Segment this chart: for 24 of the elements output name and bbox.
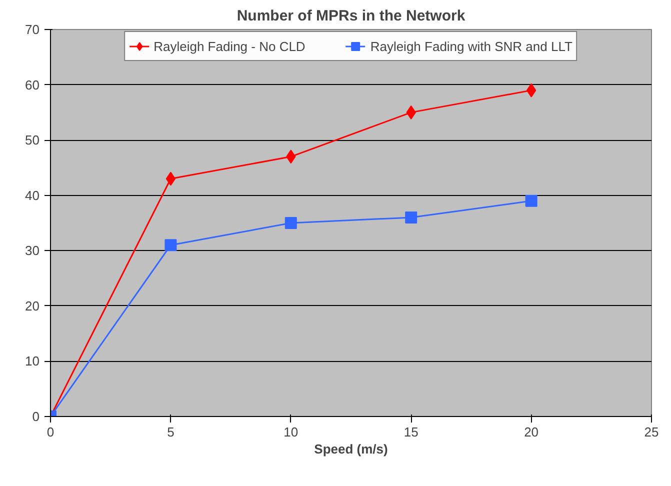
point xyxy=(405,211,418,224)
point xyxy=(284,217,297,229)
chart-title: Number of MPRs in the Network xyxy=(236,8,466,24)
legend-label: Rayleigh Fading - No CLD xyxy=(154,38,306,54)
y-tick-label: 40 xyxy=(25,188,40,203)
x-tick-label: 0 xyxy=(46,424,54,440)
y-tick-label: 60 xyxy=(25,77,40,92)
y-tick-label: 0 xyxy=(32,409,40,424)
x-tick-label: 25 xyxy=(644,424,659,440)
y-tick-label: 50 xyxy=(25,132,40,148)
x-tick-label: 5 xyxy=(167,424,174,440)
x-axis-title: Speed (m/s) xyxy=(314,442,388,456)
x-tick-label: 10 xyxy=(284,424,298,440)
point xyxy=(525,194,538,207)
x-tick-label: 15 xyxy=(404,424,418,440)
x-tick-label: 20 xyxy=(524,424,539,440)
legend-label: Rayleigh Fading with SNR and LLT xyxy=(370,38,572,54)
point xyxy=(166,172,176,186)
y-tick-label: 30 xyxy=(25,243,40,258)
y-tick-label: 10 xyxy=(25,354,40,369)
point xyxy=(164,239,177,252)
point xyxy=(526,83,536,98)
y-tick-label: 70 xyxy=(25,22,40,37)
y-tick-label: 20 xyxy=(25,298,40,314)
